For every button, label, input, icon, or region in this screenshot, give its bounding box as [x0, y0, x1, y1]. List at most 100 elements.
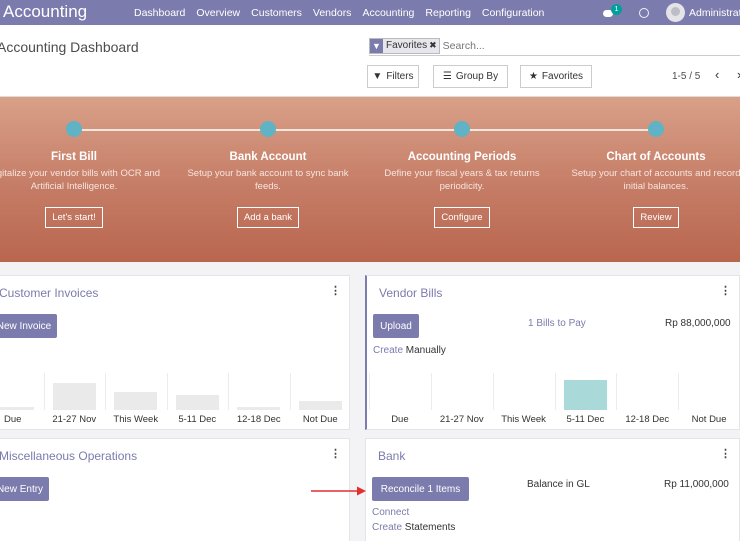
create-statements-link[interactable]: Create Statements: [372, 522, 455, 533]
step-title: Bank Account: [229, 151, 307, 163]
chart-tick-label: 12-18 Dec: [625, 414, 670, 425]
pager-value: 1-5 / 5: [672, 71, 701, 82]
step-dot: [648, 121, 664, 137]
create-manually-link[interactable]: Create Manually: [373, 345, 446, 356]
remove-facet-icon[interactable]: ✖: [429, 40, 437, 50]
chart-column: [0, 373, 44, 410]
chart-column: [616, 373, 678, 410]
kebab-menu-icon[interactable]: ⋮: [330, 448, 341, 460]
chart-column: [166, 373, 229, 410]
chart-bar[interactable]: [114, 392, 158, 410]
step-title: Accounting Periods: [407, 151, 517, 163]
filters-button[interactable]: ▼ Filters: [367, 65, 419, 88]
chart-column: [678, 373, 740, 410]
onboarding-step-bank-account: Bank Account Setup your bank account to …: [181, 121, 355, 228]
step-dot: [454, 121, 470, 137]
chart-tick-label: This Week: [113, 414, 159, 425]
systray: 1 Administrator: [603, 0, 740, 25]
chart-bar[interactable]: [298, 401, 342, 410]
statements-text: Statements: [402, 522, 456, 533]
search-box: ▼ Favorites ✖: [369, 36, 740, 56]
user-name[interactable]: Administrator: [689, 6, 740, 19]
menu-dashboard[interactable]: Dashboard: [134, 6, 186, 19]
favorites-button[interactable]: ★ Favorites: [520, 65, 592, 88]
progress-line: [75, 129, 655, 131]
kebab-menu-icon[interactable]: ⋮: [330, 285, 341, 297]
chart-tick-label: Not Due: [691, 414, 727, 425]
kebab-menu-icon[interactable]: ⋮: [720, 448, 731, 460]
favorites-label: Favorites: [541, 71, 584, 82]
chevron-right-icon[interactable]: ›: [737, 67, 740, 82]
step-description: Setup your bank account to sync bank fee…: [187, 168, 349, 192]
add-bank-button[interactable]: Add a bank: [236, 207, 300, 228]
bills-to-pay-link[interactable]: 1 Bills to Pay: [528, 318, 586, 329]
card-title[interactable]: Bank: [378, 449, 406, 463]
onboarding-step-chart-of-accounts: Chart of Accounts Setup your chart of ac…: [569, 121, 740, 228]
lets-start-button[interactable]: Let's start!: [45, 207, 103, 228]
create-link[interactable]: Create: [373, 345, 404, 356]
search-input[interactable]: [442, 39, 643, 52]
chart-bar[interactable]: [175, 395, 219, 410]
chevron-left-icon[interactable]: ‹: [715, 67, 720, 82]
chart-bar[interactable]: [52, 383, 96, 410]
chart-tick-label: 21-27 Nov: [439, 414, 484, 425]
menu-accounting[interactable]: Accounting: [362, 6, 415, 19]
chart-bar[interactable]: [237, 407, 281, 410]
chart-tick-label: Due: [391, 414, 409, 425]
vendor-bills-card: Vendor Bills ⋮ Upload 1 Bills to Pay Rp …: [365, 275, 740, 430]
step-description: Digitalize your vendor bills with OCR an…: [0, 168, 161, 192]
group-by-button[interactable]: ☰ Group By: [433, 65, 508, 88]
chart-column: [554, 373, 617, 410]
menu-vendors[interactable]: Vendors: [312, 6, 352, 19]
create-link[interactable]: Create: [372, 522, 403, 533]
card-title[interactable]: Vendor Bills: [379, 286, 443, 300]
balance-amount: Rp 11,000,000: [664, 479, 729, 490]
kebab-menu-icon[interactable]: ⋮: [720, 285, 731, 297]
avatar[interactable]: [666, 3, 685, 22]
chart-tick-label: 5-11 Dec: [178, 414, 217, 425]
chart-tick-label: 5-11 Dec: [566, 414, 605, 425]
connect-link-text[interactable]: Connect: [372, 507, 410, 518]
chat-badge: 1: [611, 3, 622, 15]
chart-column: [105, 373, 167, 410]
filters-label: Filters: [386, 71, 414, 82]
card-title[interactable]: Miscellaneous Operations: [0, 449, 138, 463]
balance-in-gl-label: Balance in GL: [527, 479, 590, 490]
bars-icon: ☰: [442, 71, 452, 82]
chart-column: [228, 373, 290, 410]
breadcrumb: Accounting Dashboard: [0, 39, 139, 55]
chart-column: [43, 373, 106, 410]
onboarding-step-first-bill: First Bill Digitalize your vendor bills …: [0, 121, 161, 228]
menu-configuration[interactable]: Configuration: [481, 6, 545, 19]
new-invoice-button[interactable]: New Invoice: [0, 314, 57, 338]
new-entry-button[interactable]: New Entry: [0, 477, 49, 501]
configure-button[interactable]: Configure: [434, 207, 490, 228]
chat-icon[interactable]: 1: [603, 3, 622, 18]
filter-icon: ▼: [372, 71, 383, 82]
step-description: Define your fiscal years & tax returns p…: [384, 168, 540, 192]
main-menu: Dashboard Overview Customers Vendors Acc…: [134, 0, 555, 25]
reconcile-items-button[interactable]: Reconcile 1 Items: [372, 477, 469, 501]
step-title: First Bill: [50, 151, 97, 163]
step-title: Chart of Accounts: [606, 151, 706, 163]
card-title[interactable]: Customer Invoices: [0, 286, 99, 300]
upload-button[interactable]: Upload: [373, 314, 419, 338]
favorites-facet: ▼ Favorites ✖: [369, 37, 440, 54]
chart-tick-label: 21-27 Nov: [52, 414, 97, 425]
chart-bar[interactable]: [0, 407, 35, 410]
chart-column: [430, 373, 493, 410]
menu-reporting[interactable]: Reporting: [425, 6, 471, 19]
control-panel: Accounting Dashboard ▼ Favorites ✖ ▼ Fil…: [0, 25, 740, 97]
chart-tick-label: Not Due: [302, 414, 338, 425]
chart-column: [492, 373, 555, 410]
menu-customers[interactable]: Customers: [251, 6, 302, 19]
app-title[interactable]: Accounting: [3, 2, 88, 21]
review-button[interactable]: Review: [633, 207, 679, 228]
manually-text: Manually: [403, 345, 446, 356]
connect-link[interactable]: Connect: [372, 507, 409, 518]
menu-overview[interactable]: Overview: [196, 6, 241, 19]
chart-column: [369, 373, 431, 410]
clock-icon[interactable]: [639, 7, 649, 18]
chart-bar[interactable]: [563, 380, 608, 410]
onboarding-panel: First Bill Digitalize your vendor bills …: [0, 97, 740, 262]
